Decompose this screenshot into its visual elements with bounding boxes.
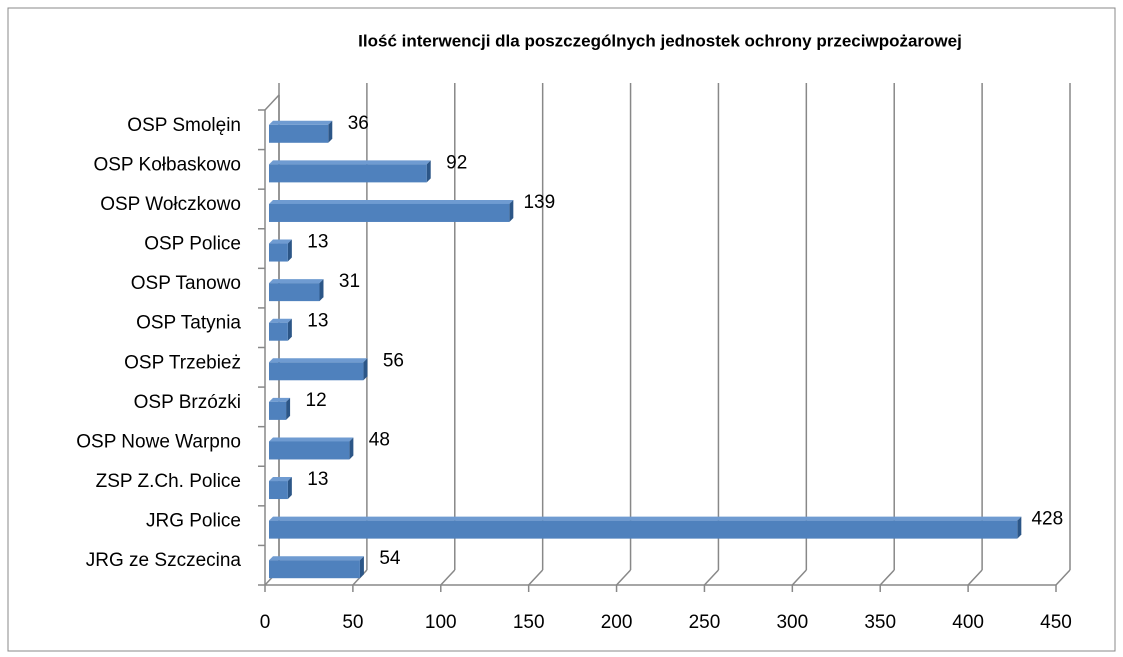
- x-tick-label: 50: [342, 612, 363, 633]
- y-tick-label: JRG ze Szczecina: [86, 550, 242, 571]
- bar-side: [426, 160, 431, 183]
- bar-top: [269, 279, 324, 284]
- bar-top: [269, 397, 291, 402]
- bar: [269, 243, 288, 262]
- bar-side: [363, 358, 368, 381]
- y-tick-label: OSP Trzebież: [124, 352, 241, 373]
- x-tick-label: 200: [601, 612, 633, 633]
- bar-side: [287, 477, 292, 500]
- bar-top: [269, 358, 368, 363]
- bar: [269, 560, 360, 579]
- x-tick-label: 300: [776, 612, 808, 633]
- x-tick-label: 350: [864, 612, 896, 633]
- value-label: 13: [307, 311, 328, 332]
- x-tick-label: 250: [689, 612, 721, 633]
- bar-top: [269, 199, 514, 204]
- grid-line: [528, 569, 544, 586]
- y-tick-label: OSP Wołczkowo: [100, 194, 241, 215]
- bar: [269, 481, 288, 500]
- grid-line: [879, 569, 895, 586]
- bar-side: [349, 437, 354, 460]
- x-tick-label: 0: [260, 612, 271, 633]
- y-tick-label: OSP Police: [144, 234, 241, 255]
- bar-side: [286, 397, 291, 420]
- bar: [269, 401, 287, 420]
- bar-top: [269, 556, 364, 561]
- bar-side: [319, 279, 324, 302]
- bar-top: [269, 516, 1022, 521]
- grid-line: [703, 569, 719, 586]
- y-tick-label: OSP Tatynia: [136, 313, 241, 334]
- value-label: 13: [307, 469, 328, 490]
- value-label: 92: [446, 152, 467, 173]
- bar: [269, 441, 350, 460]
- bar-top: [269, 239, 292, 244]
- axis-line: [264, 94, 280, 111]
- y-tick-label: ZSP Z.Ch. Police: [96, 471, 241, 492]
- bar-top: [269, 318, 292, 323]
- bar-top: [269, 160, 431, 165]
- grid-line: [1055, 569, 1071, 586]
- bar-side: [287, 318, 292, 341]
- bar-top: [269, 120, 333, 125]
- bar-side: [359, 556, 364, 579]
- y-tick-label: OSP Tanowo: [131, 273, 241, 294]
- bar-top: [269, 437, 354, 442]
- x-tick-label: 450: [1040, 612, 1072, 633]
- y-tick-label: OSP Kołbaskowo: [93, 154, 241, 175]
- bar-top: [269, 477, 292, 482]
- y-tick-label: OSP Nowe Warpno: [76, 431, 241, 452]
- bar: [269, 164, 427, 183]
- bar-side: [1017, 516, 1022, 539]
- bar-side: [287, 239, 292, 262]
- bar-side: [509, 199, 514, 222]
- value-label: 54: [379, 548, 401, 569]
- bar: [269, 520, 1018, 539]
- chart-frame: [7, 7, 1116, 652]
- bar: [269, 203, 510, 222]
- y-tick-label: JRG Police: [146, 511, 241, 532]
- grid-line: [440, 569, 456, 586]
- bar: [269, 124, 329, 143]
- value-label: 13: [307, 232, 328, 253]
- x-tick-label: 400: [952, 612, 984, 633]
- grid-line: [791, 569, 807, 586]
- chart-title: Ilość interwencji dla poszczególnych jed…: [358, 31, 962, 50]
- grid-line: [967, 569, 983, 586]
- x-tick-label: 100: [425, 612, 457, 633]
- x-tick-label: 150: [513, 612, 545, 633]
- bar-side: [328, 120, 333, 143]
- y-tick-label: OSP Smolęin: [127, 115, 241, 136]
- value-label: 428: [1031, 509, 1063, 530]
- value-label: 36: [348, 113, 369, 134]
- value-label: 31: [339, 271, 360, 292]
- y-tick-label: OSP Brzózki: [134, 392, 241, 413]
- value-label: 56: [383, 350, 404, 371]
- value-label: 139: [523, 192, 555, 213]
- value-label: 48: [369, 429, 390, 450]
- grid-line: [616, 569, 632, 586]
- bar: [269, 362, 364, 381]
- value-label: 12: [306, 390, 327, 411]
- bar: [269, 322, 288, 341]
- bar: [269, 283, 320, 302]
